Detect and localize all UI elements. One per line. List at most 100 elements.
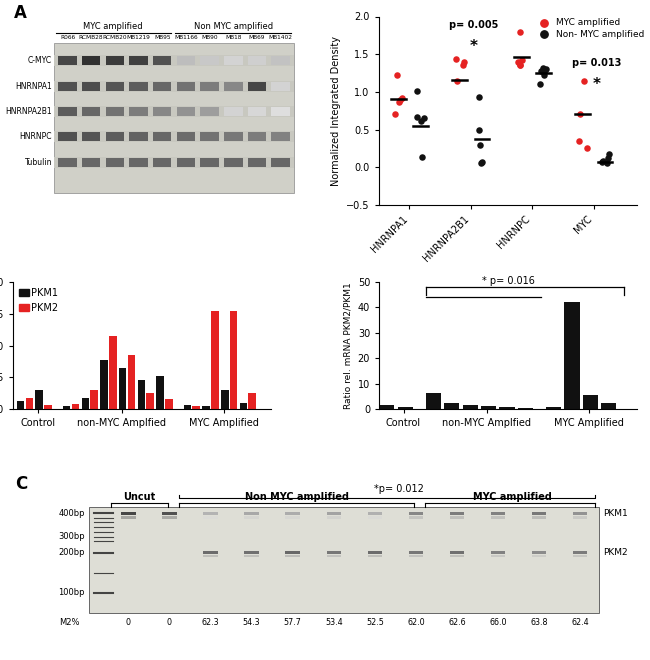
Bar (105, 107, 124, 116)
Bar (532, 516, 547, 519)
Bar (129, 158, 148, 167)
Text: C-MYC: C-MYC (28, 56, 52, 65)
Bar (55, 131, 294, 142)
Bar (200, 132, 219, 141)
Bar (153, 57, 172, 65)
Bar (491, 516, 505, 519)
Bar (532, 551, 547, 554)
Text: M2%: M2% (60, 618, 80, 627)
Text: MB95: MB95 (154, 35, 170, 40)
Bar (444, 403, 460, 409)
Bar (368, 555, 382, 558)
Text: MB90: MB90 (202, 35, 218, 40)
Text: R066: R066 (60, 35, 75, 40)
Bar (573, 512, 588, 515)
Bar (105, 82, 124, 90)
Bar (248, 82, 266, 90)
Bar (272, 57, 290, 65)
Point (603, 153, 613, 164)
Bar (90, 390, 98, 409)
Text: PKM1: PKM1 (603, 509, 628, 518)
Point (411, 112, 422, 122)
Text: HNRNPC: HNRNPC (20, 132, 52, 141)
Bar (55, 42, 294, 193)
Text: MB1219: MB1219 (127, 35, 150, 40)
Bar (129, 57, 148, 65)
Bar (491, 555, 505, 558)
Bar (58, 107, 77, 116)
Bar (63, 407, 70, 409)
Point (394, 97, 404, 108)
Bar (58, 158, 77, 167)
Text: 62.0: 62.0 (407, 618, 424, 627)
Bar (200, 107, 219, 116)
Bar (153, 158, 172, 167)
Bar (368, 516, 382, 519)
Text: 57.7: 57.7 (284, 618, 302, 627)
Bar (272, 107, 290, 116)
Bar (211, 311, 218, 409)
Y-axis label: Ratio rel. mRNA PKM2/PKM1: Ratio rel. mRNA PKM2/PKM1 (343, 282, 352, 409)
Bar (326, 512, 341, 515)
Text: HNRNPA2B1: HNRNPA2B1 (5, 107, 52, 116)
Legend: MYC amplified, Non- MYC amplified: MYC amplified, Non- MYC amplified (534, 17, 645, 40)
Point (458, 59, 468, 70)
Bar (248, 132, 266, 141)
Bar (248, 393, 256, 409)
Text: PKM2: PKM2 (603, 548, 628, 557)
Text: MB18: MB18 (225, 35, 242, 40)
Bar (409, 512, 423, 515)
Text: 0: 0 (167, 618, 172, 627)
Bar (532, 555, 547, 558)
Text: Non MYC amplified: Non MYC amplified (194, 22, 273, 31)
Bar (463, 405, 478, 409)
Bar (224, 158, 242, 167)
Bar (285, 512, 300, 515)
Text: MB69: MB69 (249, 35, 265, 40)
Text: 62.4: 62.4 (571, 618, 589, 627)
Text: 300bp: 300bp (58, 533, 85, 541)
Point (397, 92, 408, 103)
Bar (248, 57, 266, 65)
Bar (601, 403, 616, 409)
Bar (129, 82, 148, 90)
Bar (202, 406, 210, 409)
Bar (156, 376, 164, 409)
Bar (127, 355, 135, 409)
Bar (162, 516, 177, 519)
Text: MB1166: MB1166 (174, 35, 198, 40)
Point (534, 79, 545, 90)
Bar (121, 512, 136, 515)
Text: 0: 0 (126, 618, 131, 627)
Bar (272, 132, 290, 141)
Point (578, 75, 589, 86)
Bar (409, 551, 423, 554)
Text: 52.5: 52.5 (366, 618, 384, 627)
Point (477, 156, 488, 167)
Bar (450, 512, 464, 515)
Bar (450, 516, 464, 519)
Bar (491, 512, 505, 515)
Text: HNRNPA1: HNRNPA1 (16, 82, 52, 90)
Bar (105, 57, 124, 65)
Bar (272, 158, 290, 167)
Bar (221, 390, 229, 409)
Point (514, 59, 525, 70)
Bar (244, 551, 259, 554)
Bar (58, 132, 77, 141)
Bar (248, 107, 266, 116)
Point (392, 70, 402, 81)
Bar (368, 512, 382, 515)
Point (538, 67, 549, 77)
Bar (481, 406, 496, 409)
Point (474, 124, 484, 135)
Bar (546, 407, 561, 409)
Bar (165, 399, 172, 409)
Text: RCMB28: RCMB28 (79, 35, 103, 40)
Text: Uncut: Uncut (124, 492, 156, 502)
Text: Non MYC amplified: Non MYC amplified (244, 492, 348, 502)
Point (459, 57, 469, 68)
Text: 54.3: 54.3 (243, 618, 261, 627)
Bar (177, 107, 195, 116)
Bar (203, 551, 218, 554)
